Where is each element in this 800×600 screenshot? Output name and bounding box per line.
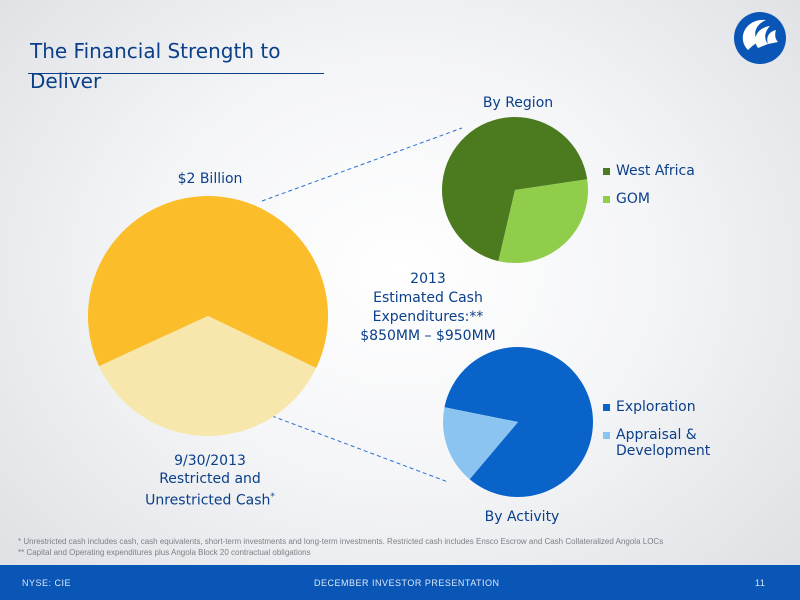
legend-swatch-exploration: [603, 404, 610, 411]
cobalt-logo-icon: [734, 12, 786, 64]
pie2-slice-0: [444, 347, 593, 497]
footnote-1: * Unrestricted cash includes cash, cash …: [18, 537, 664, 546]
capex-label: 2013 Estimated Cash Expenditures:** $850…: [338, 270, 518, 346]
legend-item-west-africa: West Africa: [603, 163, 713, 179]
region-pie: [442, 117, 588, 263]
main-pie-caption-line2: Unrestricted Cash*: [145, 492, 275, 509]
main-pie-date: 9/30/2013: [174, 453, 246, 469]
pie1-slice-0: [442, 117, 588, 262]
pie0-slice-1: [99, 316, 317, 436]
footnote-mark: *: [270, 492, 275, 502]
legend-label: Exploration: [616, 399, 696, 415]
legend-item-appraisal: Appraisal & Development: [603, 427, 713, 459]
main-pie-bottom-label: 9/30/2013 Restricted and Unrestricted Ca…: [120, 452, 300, 510]
pie0-slice-0: [88, 195, 328, 368]
capex-line3: Expenditures:**: [372, 309, 484, 325]
activity-pie-title: By Activity: [484, 509, 560, 525]
main-cash-pie: [88, 195, 328, 436]
footnote-2: ** Capital and Operating expenditures pl…: [18, 548, 311, 557]
capex-year: 2013: [410, 271, 446, 287]
legend-swatch-gom: [603, 196, 610, 203]
legend-item-gom: GOM: [603, 191, 713, 207]
footer-presentation-name: DECEMBER INVESTOR PRESENTATION: [314, 578, 500, 588]
footnotes: * Unrestricted cash includes cash, cash …: [18, 536, 663, 558]
activity-pie: [443, 347, 593, 497]
pie1-slice-1: [498, 179, 588, 263]
capex-line2: Estimated Cash: [373, 290, 483, 306]
legend-label: West Africa: [616, 163, 695, 179]
main-pie-top-label: $2 Billion: [177, 171, 243, 187]
footer-bar: NYSE: CIE DECEMBER INVESTOR PRESENTATION…: [0, 565, 800, 600]
region-legend: West Africa GOM: [603, 163, 713, 219]
connector-line-bottom: [271, 415, 449, 483]
legend-item-exploration: Exploration: [603, 399, 723, 415]
main-pie-caption-line1: Restricted and: [159, 471, 261, 487]
legend-swatch-appraisal: [603, 432, 610, 439]
legend-label: Appraisal & Development: [616, 427, 711, 459]
region-pie-title: By Region: [482, 95, 554, 111]
slide-title: The Financial Strength to Deliver: [28, 36, 324, 93]
footer-ticker: NYSE: CIE: [22, 578, 72, 588]
legend-swatch-west-africa: [603, 168, 610, 175]
activity-legend: Exploration Appraisal & Development: [603, 399, 723, 471]
pie2-slice-1: [443, 407, 518, 480]
legend-label: GOM: [616, 191, 650, 207]
capex-range: $850MM – $950MM: [360, 328, 496, 344]
connector-line-top: [261, 127, 463, 202]
page-number: 11: [755, 578, 766, 588]
